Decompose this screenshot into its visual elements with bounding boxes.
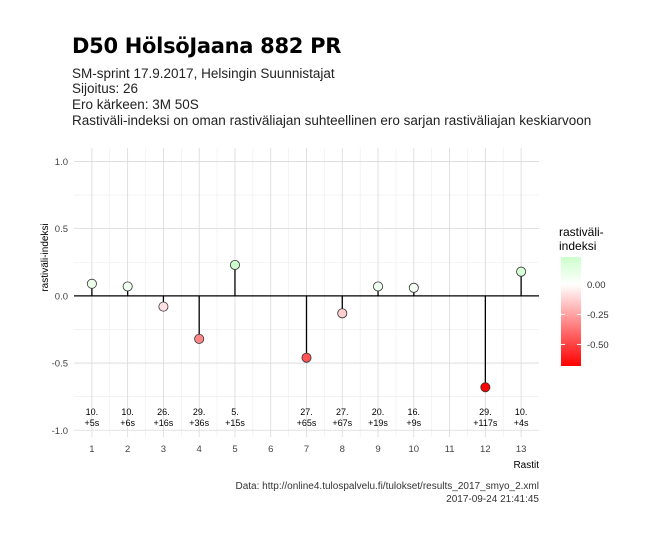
rank-label: 10.	[515, 407, 528, 417]
diff-label: +65s	[297, 418, 317, 428]
data-source: Data: http://online4.tulospalvelu.fi/tul…	[235, 481, 539, 492]
data-point	[480, 382, 491, 393]
x-axis-title: Rastit	[513, 460, 539, 471]
diff-label: +9s	[406, 418, 421, 428]
x-tick-label: 12	[480, 444, 491, 455]
timestamp: 2017-09-24 21:41:45	[446, 494, 539, 505]
x-tick-label: 9	[375, 444, 380, 455]
legend-tick-label: -0.25	[587, 310, 609, 321]
data-point	[86, 278, 97, 289]
data-marks	[86, 259, 527, 393]
data-point	[408, 282, 419, 293]
rank-label: 16.	[408, 407, 421, 417]
diff-label: +19s	[368, 418, 388, 428]
grid	[74, 148, 539, 437]
x-tick-label: 4	[197, 444, 202, 455]
diff-label: +15s	[225, 418, 245, 428]
y-axis-title: rastiväli-indeksi	[40, 223, 51, 291]
y-tick-label: 0.0	[55, 291, 68, 302]
subtitle-line-4: Rastiväli-indeksi on oman rastiväliajan …	[72, 113, 592, 128]
diff-label: +16s	[154, 418, 174, 428]
rank-label: 29.	[479, 407, 492, 417]
subtitle-line-1: SM-sprint 17.9.2017, Helsingin Suunnista…	[72, 66, 335, 81]
data-point	[158, 301, 169, 312]
rank-label: 26.	[157, 407, 170, 417]
x-tick-label: 1	[89, 444, 94, 455]
x-tick-label: 10	[409, 444, 420, 455]
legend-title: indeksi	[559, 239, 596, 253]
axes: 1.00.50.0-0.5-1.01 2 3 4 5 6 7 8 9 10 11 12 13Rastit…	[40, 157, 539, 471]
subtitle-line-3: Ero kärkeen: 3M 50S	[72, 97, 199, 112]
x-tick-label: 6	[268, 444, 273, 455]
x-tick-label: 7	[304, 444, 309, 455]
y-tick-label: -0.5	[52, 359, 68, 370]
x-tick-label: 3	[161, 444, 166, 455]
legend-tick-label: 0.00	[587, 280, 606, 291]
x-tick-label: 11	[445, 444, 455, 455]
data-point	[516, 266, 527, 277]
diff-label: +67s	[332, 418, 352, 428]
diff-label: +4s	[514, 418, 529, 428]
x-tick-label: 8	[340, 444, 345, 455]
rank-label: 5.	[231, 407, 239, 417]
x-tick-label: 13	[516, 444, 527, 455]
rank-label: 29.	[193, 407, 206, 417]
x-tick-label: 2	[125, 444, 130, 455]
diff-label: +117s	[473, 418, 498, 428]
data-point	[337, 308, 348, 319]
legend-tick-label: -0.50	[587, 340, 609, 351]
legend: rastiväli-indeksi 0.00 -0.25 -0.50	[559, 225, 609, 366]
data-point	[122, 281, 133, 292]
legend-colorbar	[561, 257, 581, 366]
x-tick-label: 5	[232, 444, 237, 455]
rank-label: 27.	[300, 407, 313, 417]
rank-label: 27.	[336, 407, 349, 417]
rank-label: 10.	[86, 407, 99, 417]
diff-label: +6s	[120, 418, 135, 428]
legend-title: rastiväli-	[559, 225, 604, 239]
data-point	[229, 259, 240, 270]
diff-label: +36s	[189, 418, 209, 428]
data-point	[301, 352, 312, 363]
point-labels: 10.+5s10.+6s26.+16s29.+36s5.+15s27.+65s2…	[85, 407, 529, 428]
data-point	[194, 333, 205, 344]
y-tick-label: 0.5	[55, 224, 68, 235]
y-tick-label: -1.0	[52, 426, 68, 437]
data-point	[373, 281, 384, 292]
chart-title: D50 HölsöJaana 882 PR	[72, 34, 342, 58]
subtitle-line-2: Sijoitus: 26	[72, 81, 139, 96]
diff-label: +5s	[85, 418, 100, 428]
y-tick-label: 1.0	[55, 157, 68, 168]
rank-label: 20.	[372, 407, 385, 417]
rank-label: 10.	[121, 407, 134, 417]
